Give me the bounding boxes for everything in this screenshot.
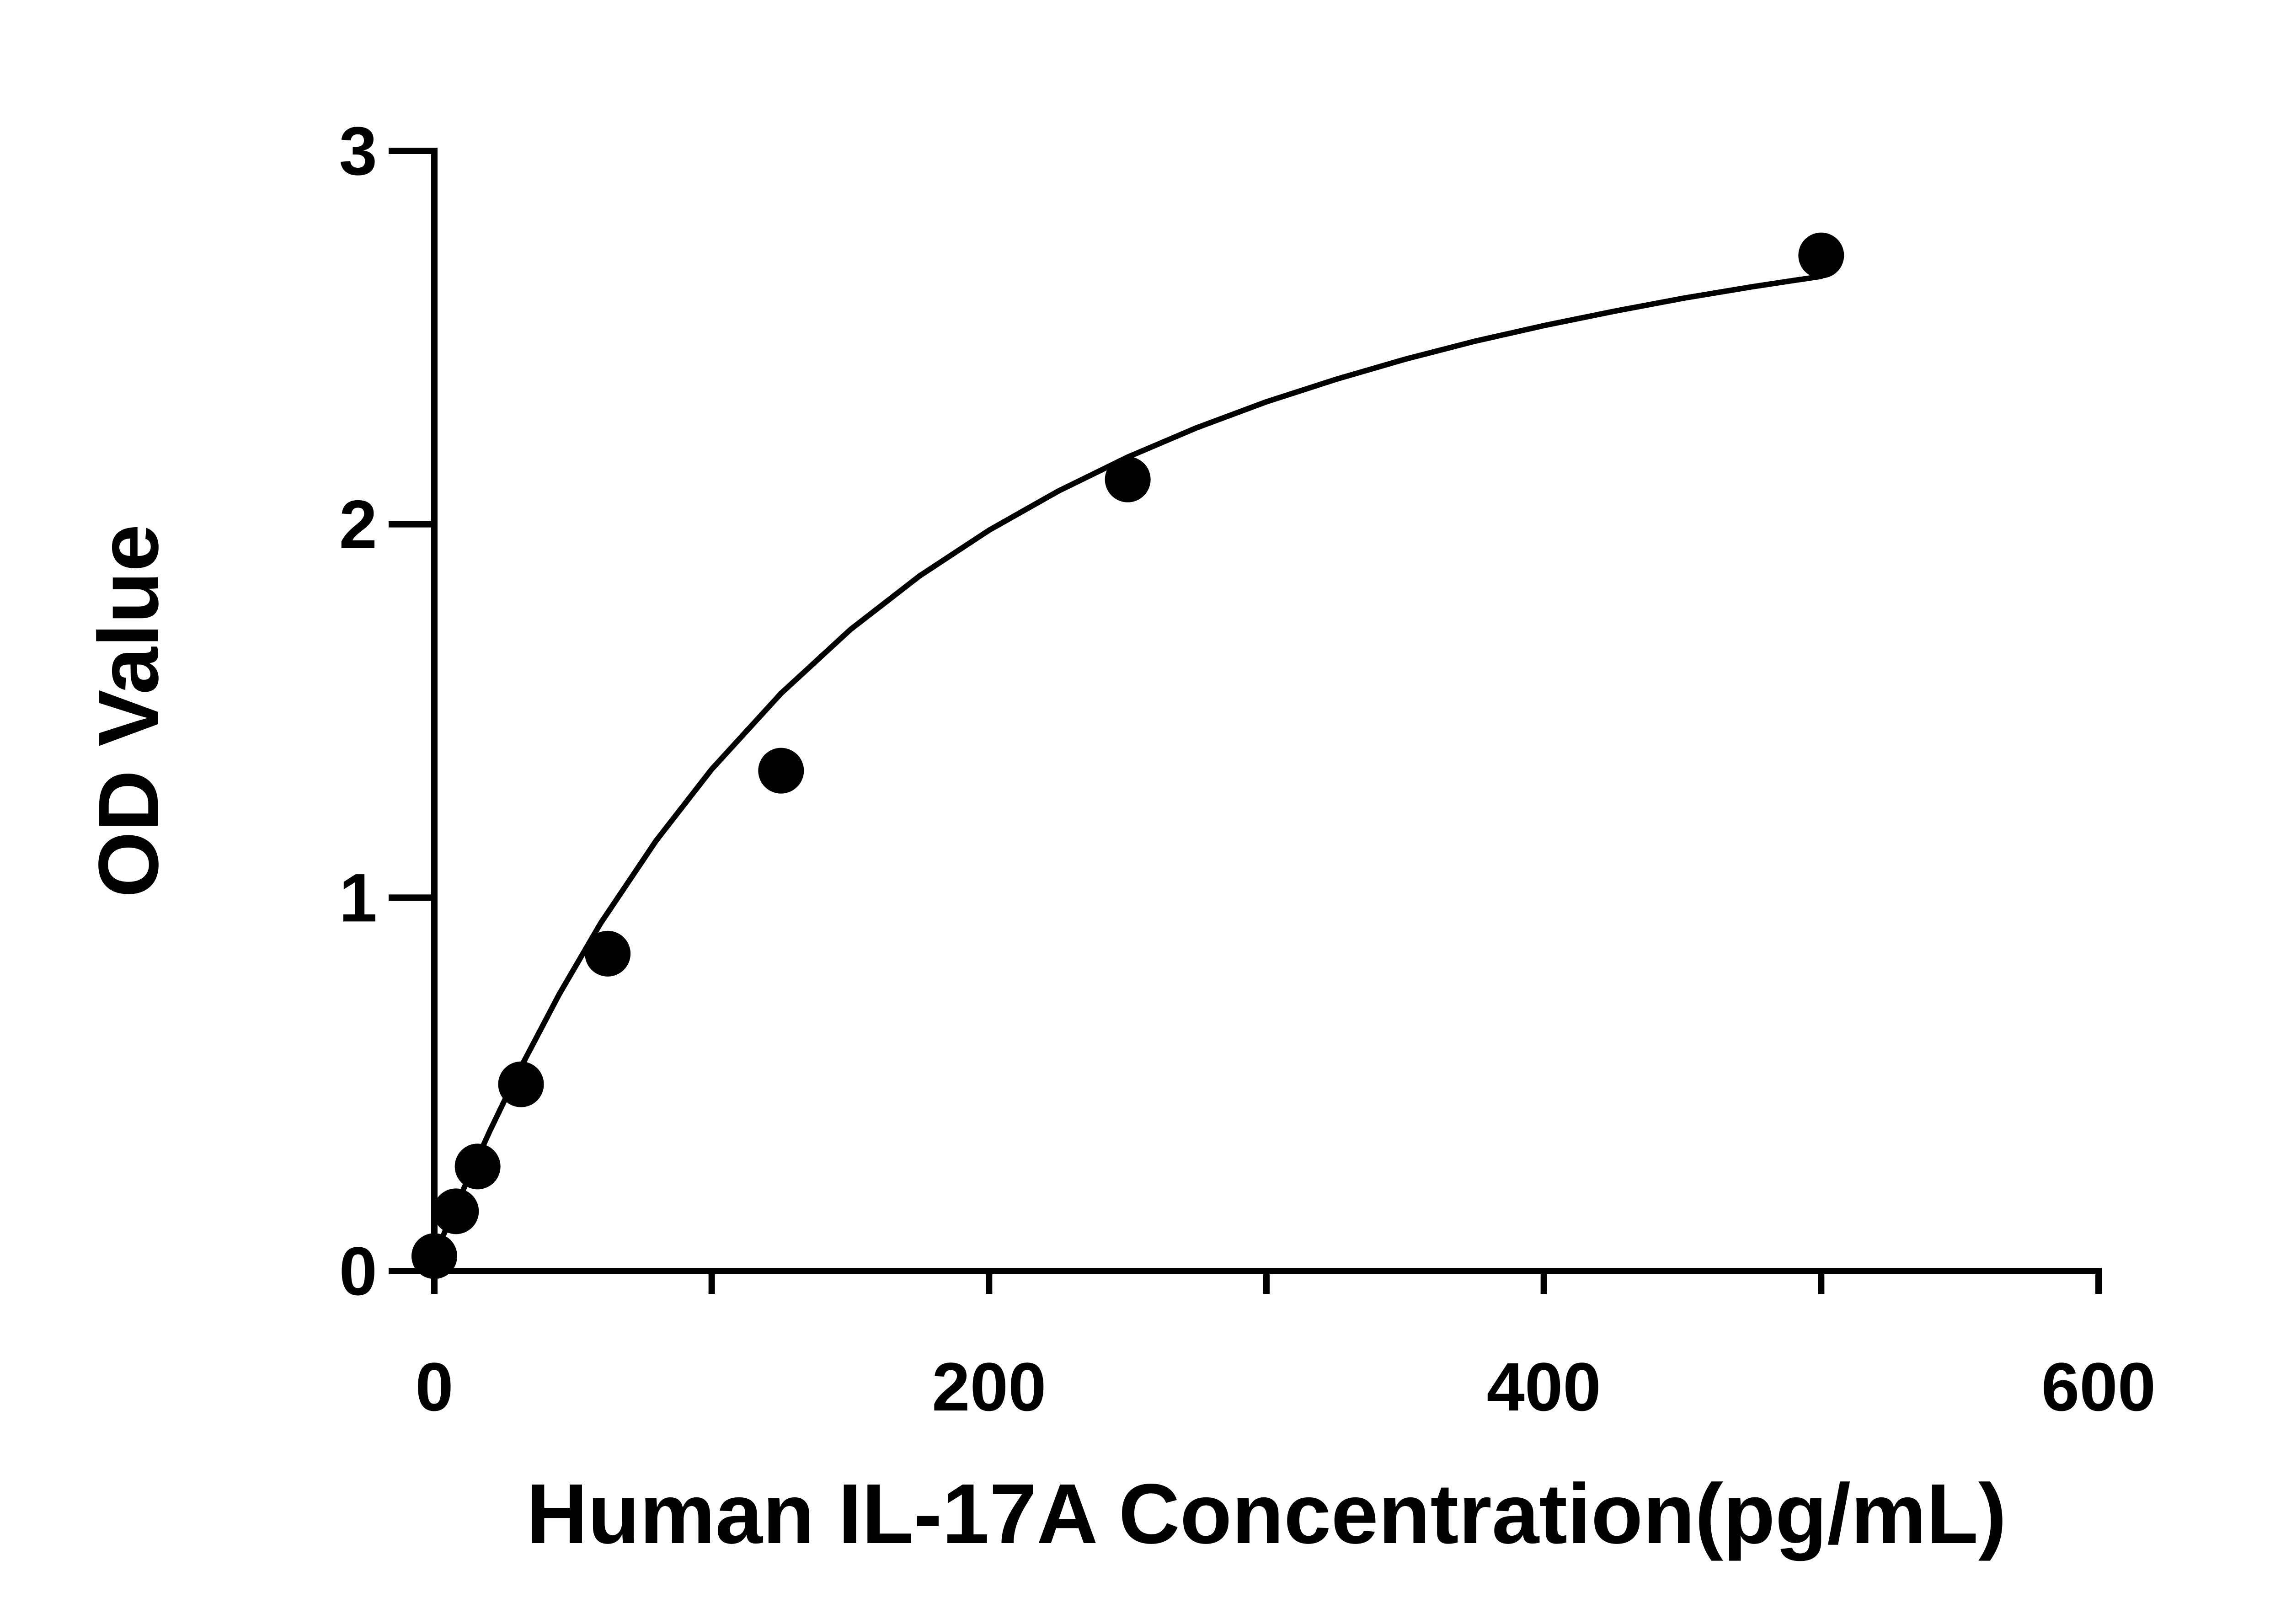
axis-tick-labels: 0 200 400 600 0 1 2 3 xyxy=(339,112,2156,1425)
fit-curve xyxy=(432,273,1824,1259)
data-points xyxy=(411,232,1844,1279)
x-tick-label: 200 xyxy=(932,1348,1046,1425)
x-axis-title: Human IL-17A Concentration(pg/mL) xyxy=(526,1467,2007,1561)
y-tick-label: 3 xyxy=(339,112,377,189)
y-tick-label: 1 xyxy=(339,859,377,936)
plot-area: 0 200 400 600 0 1 2 3 xyxy=(339,112,2156,1425)
data-point xyxy=(498,1061,544,1107)
x-tick-label: 600 xyxy=(2041,1348,2156,1425)
x-tick-label: 400 xyxy=(1487,1348,1601,1425)
y-tick-label: 0 xyxy=(339,1233,377,1309)
y-tick-label: 2 xyxy=(339,486,377,563)
x-tick-label: 0 xyxy=(415,1348,453,1425)
data-point xyxy=(585,930,631,977)
y-axis-title: OD Value xyxy=(81,524,176,898)
data-point xyxy=(1105,456,1151,502)
data-point xyxy=(433,1188,479,1234)
data-point xyxy=(1798,232,1844,278)
axis-ticks xyxy=(389,148,2102,1294)
data-point xyxy=(454,1143,501,1190)
data-point xyxy=(411,1233,457,1279)
data-point xyxy=(758,748,804,794)
